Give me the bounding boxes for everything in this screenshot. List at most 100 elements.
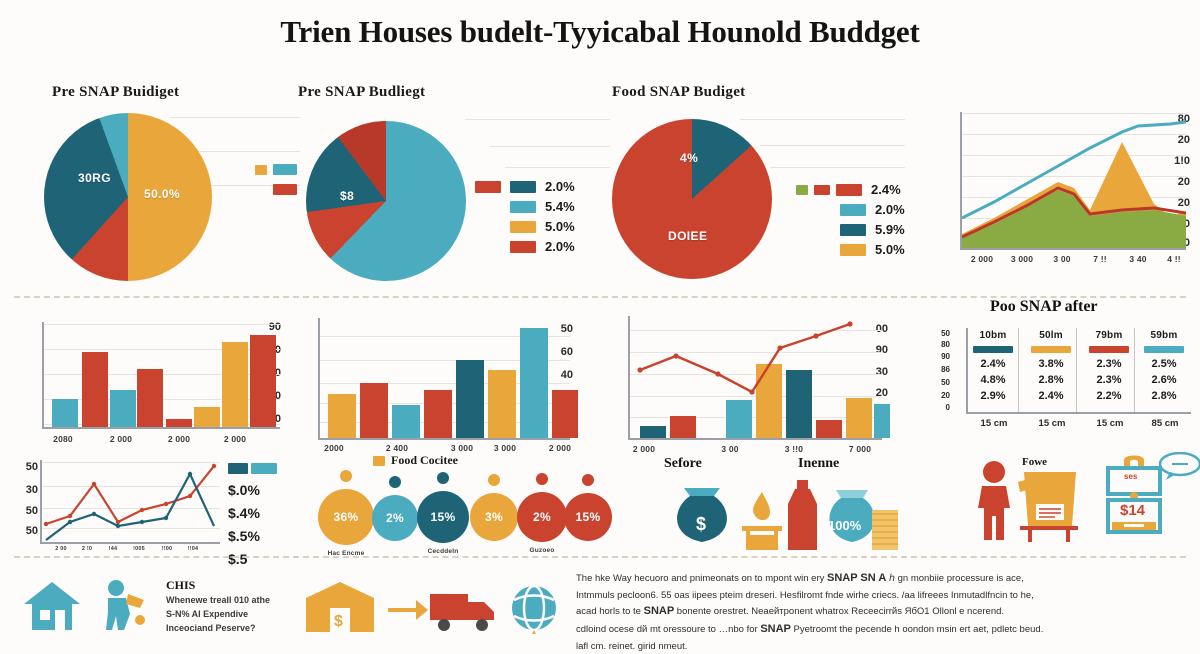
bottle-icon — [788, 480, 817, 550]
legend-row[interactable]: 5.9% — [840, 222, 905, 237]
pie-chart-2[interactable]: $8 2.0% 5.4% 5.0% 2.0% — [290, 105, 610, 285]
stat-badge-2[interactable]: 2% — [367, 476, 423, 546]
pie-slices[interactable]: 4% DOIEE — [612, 119, 772, 279]
bar[interactable] — [137, 369, 163, 427]
bar[interactable] — [328, 394, 356, 438]
legend-row[interactable] — [228, 462, 286, 475]
legend-row[interactable]: 5.0% — [840, 242, 905, 257]
bar-chart-2-legend[interactable]: Food Cocitee — [373, 453, 458, 467]
bar[interactable] — [874, 404, 890, 438]
badge-value: 15% — [564, 493, 612, 541]
legend-row[interactable] — [273, 183, 306, 196]
pie-3-legend[interactable]: 2.4% 2.0% 5.9% 5.0% — [796, 182, 905, 263]
bar[interactable] — [360, 383, 388, 438]
bar[interactable] — [552, 390, 578, 438]
pie-chart-1[interactable]: 50.0% 30RG — [20, 105, 300, 285]
area-chart[interactable]: 80 20 1!0 20 20 40 0 2 000 3 000 3 00 7 … — [928, 108, 1190, 268]
bottom-caption-line-1: Whenewe treall 010 athe — [166, 595, 271, 605]
line-chart-legend[interactable]: $.0% $.4% $.5% $.5 — [228, 462, 286, 567]
legend-swatch-orange — [840, 243, 866, 256]
legend-label: Food Cocitee — [391, 453, 458, 467]
axis-y-label: 90 — [268, 321, 281, 333]
pie-slices[interactable]: 50.0% 30RG — [44, 113, 212, 281]
bar[interactable] — [250, 335, 276, 427]
snap-after-table[interactable]: Poo SNAP after 50 80 90 86 50 20 0 10bm … — [928, 296, 1193, 446]
bar[interactable] — [640, 426, 666, 438]
table-title: Poo SNAP after — [990, 298, 1098, 315]
table-column-1[interactable]: 10bm 2.4% 4.8% 2.9% — [970, 330, 1016, 405]
legend-swatch-red — [273, 184, 297, 195]
gridline — [962, 113, 1186, 114]
legend-swatch-dark-teal — [840, 223, 866, 236]
stat-badge-1[interactable]: 36% Hac Encme — [315, 470, 377, 557]
legend-row[interactable]: 2.0% — [840, 202, 905, 217]
table-cell: 2.8% — [1038, 373, 1064, 386]
legend-label: $.4% — [228, 505, 260, 521]
table-column-4[interactable]: 59bm 2.5% 2.6% 2.8% — [1141, 330, 1187, 405]
table-cell: 2.4% — [1038, 389, 1064, 402]
bar[interactable] — [670, 416, 696, 438]
legend-row[interactable] — [255, 163, 306, 176]
bar[interactable] — [82, 352, 108, 427]
bar[interactable] — [166, 419, 192, 427]
bar[interactable] — [424, 390, 452, 438]
badge-caption: Cecddeln — [427, 548, 459, 555]
pie-slices[interactable]: $8 — [306, 121, 466, 281]
axis-x-label: 2 000 — [548, 443, 572, 453]
area-series-svg — [962, 120, 1186, 248]
bar[interactable] — [786, 370, 812, 438]
bar[interactable] — [816, 420, 842, 438]
axis-x-label: 4 !! — [1167, 254, 1181, 264]
bar[interactable] — [846, 398, 872, 438]
bar[interactable] — [726, 400, 752, 438]
axis-y-label: 20 — [1177, 134, 1190, 146]
legend-row[interactable]: 2.4% — [796, 182, 905, 197]
legend-row[interactable]: 5.4% — [510, 199, 575, 214]
line-chart[interactable]: 50 30 50 50 — [16, 458, 296, 567]
bar[interactable] — [222, 342, 248, 427]
table-column-3[interactable]: 79bm 2.3% 2.3% 2.2% — [1086, 330, 1132, 405]
bar[interactable] — [52, 399, 78, 427]
stat-badge-3[interactable]: 15% Cecddeln — [413, 472, 473, 555]
pie-2-legend[interactable]: 2.0% 5.4% 5.0% 2.0% — [475, 179, 575, 260]
bar-chart-2[interactable]: 50 60 40 50 30 0 2000 2 400 3 000 3 000 … — [288, 312, 578, 467]
bar[interactable] — [488, 370, 516, 438]
bar[interactable] — [392, 405, 420, 438]
stat-badge-6[interactable]: 15% — [559, 474, 617, 546]
stat-badge-4[interactable]: 3% — [465, 474, 523, 546]
bar[interactable] — [520, 328, 548, 438]
bar[interactable] — [756, 364, 782, 438]
pie-chart-3[interactable]: 4% DOIEE 2.4% 2.0% 5.9% 5.0% — [600, 105, 910, 285]
before-income-icons[interactable]: Sefore Inenne $ 100% — [650, 452, 900, 552]
legend-row[interactable]: 2.0% — [475, 179, 575, 194]
stat-badge-row[interactable]: 36% Hac Encme 2% 15% Cecddeln 3% 2% Guzo… — [305, 470, 612, 557]
pie-1-legend[interactable] — [255, 163, 306, 203]
gridline — [630, 330, 882, 331]
legend-row[interactable]: 2.0% — [510, 239, 575, 254]
bar-line-chart-3[interactable]: 00 90 30 20 80 0 — [598, 312, 890, 454]
gridline — [44, 349, 280, 350]
stat-badge-5[interactable]: 2% Guzoeo — [513, 473, 571, 554]
bar[interactable] — [110, 390, 136, 427]
axis-x-label: 3 000 — [493, 443, 517, 453]
axis-x-label: 2 000 — [970, 254, 994, 264]
y-axis-line — [966, 328, 968, 412]
arrow-icon — [388, 600, 428, 620]
axis-y-label: 50 — [560, 323, 573, 335]
legend-row[interactable]: 5.0% — [510, 219, 575, 234]
gridline — [42, 462, 220, 463]
bar[interactable] — [456, 360, 484, 438]
axis-x-label: !!00 — [161, 546, 173, 552]
bottom-icon-row[interactable]: CHIS Whenewe treall 010 athe S-N% Al Exp… — [16, 572, 556, 644]
legend-swatch-orange — [510, 220, 536, 233]
table-column-2[interactable]: 50lm 3.8% 2.8% 2.4% — [1028, 330, 1074, 405]
table-header: 79bm — [1095, 330, 1123, 341]
person-basket-icons[interactable]: Fowe ses — [960, 450, 1200, 550]
table-separator — [1018, 328, 1019, 412]
axis-y-label: 50 — [941, 378, 950, 387]
section-header-pie1: Pre SNAP Buidiget — [52, 84, 180, 100]
overlay-line-svg — [637, 321, 853, 395]
bar-chart-1[interactable]: 90 70 50 30 20 2080 2 000 2 000 2 000 — [16, 321, 281, 444]
gridline — [42, 508, 220, 509]
bar[interactable] — [194, 407, 220, 427]
